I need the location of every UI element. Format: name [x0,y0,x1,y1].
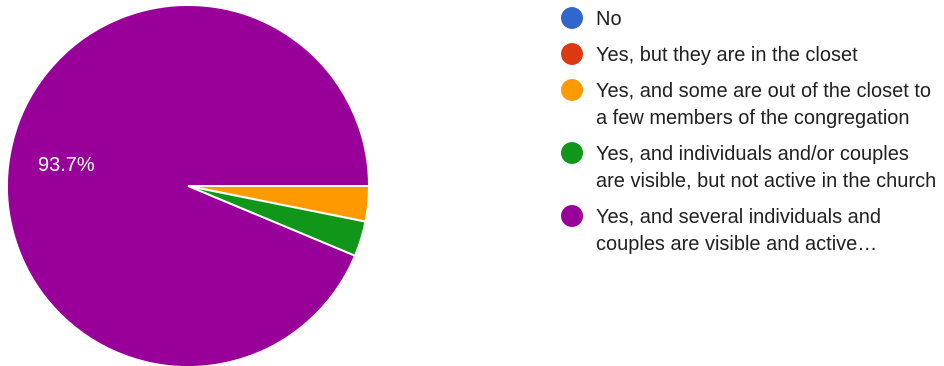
legend-item-out-to-few[interactable]: Yes, and some are out of the closet to a… [561,78,941,132]
legend-label: Yes, but they are in the closet [596,44,858,66]
legend-item-visible-not-active[interactable]: Yes, and individuals and/or couples are … [561,141,941,195]
legend-item-no[interactable]: No [561,6,941,33]
legend-label: Yes, and several individuals and couples… [596,206,882,255]
legend-swatch-visible-and-active [561,205,583,227]
legend-swatch-in-closet [561,43,583,65]
legend-label: Yes, and some are out of the closet to a… [596,80,932,129]
legend-item-visible-and-active[interactable]: Yes, and several individuals and couples… [561,204,941,258]
legend-label: No [596,8,622,30]
pie-chart: 93.7% [6,4,371,366]
data-label-visible-and-active: 93.7% [38,154,95,176]
legend-label: Yes, and individuals and/or couples are … [596,143,937,192]
slice-visible-and-active[interactable] [6,4,371,366]
legend-swatch-no [561,7,583,29]
legend: No Yes, but they are in the closet Yes, … [561,6,941,267]
legend-swatch-visible-not-active [561,142,583,164]
legend-swatch-out-to-few [561,79,583,101]
legend-item-in-closet[interactable]: Yes, but they are in the closet [561,42,941,69]
